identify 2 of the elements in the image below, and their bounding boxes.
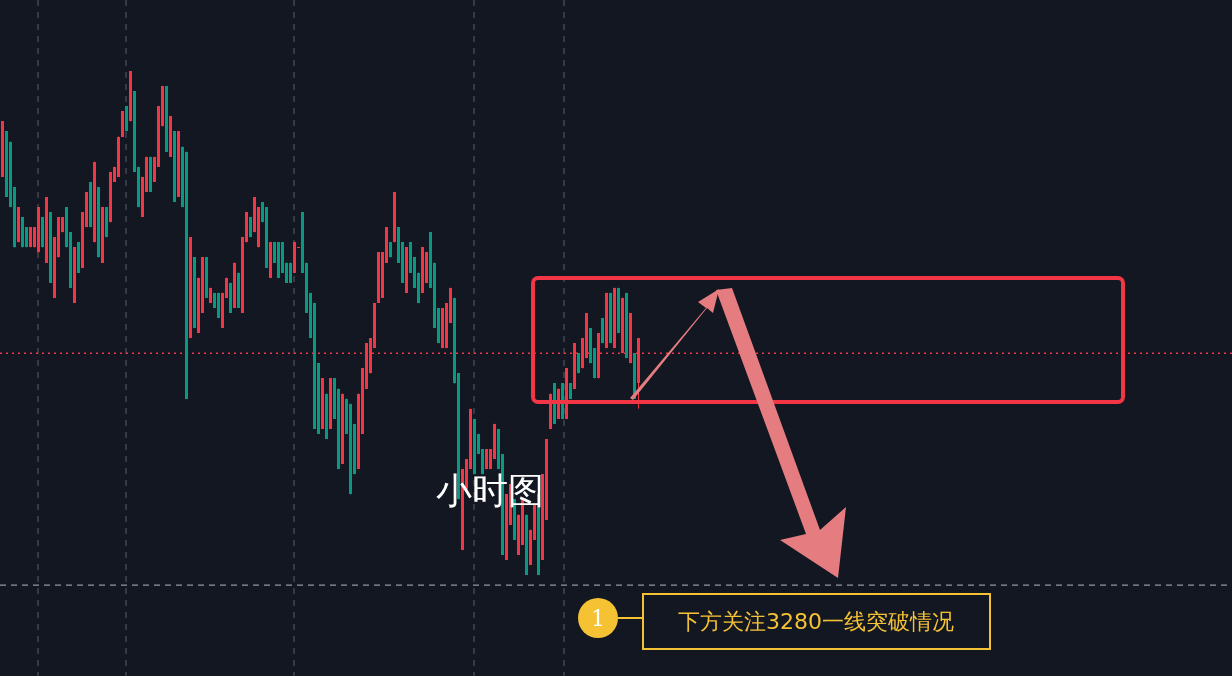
text: 下方关注3280一线突破情况 [678,609,954,634]
text: 1 [591,606,605,631]
